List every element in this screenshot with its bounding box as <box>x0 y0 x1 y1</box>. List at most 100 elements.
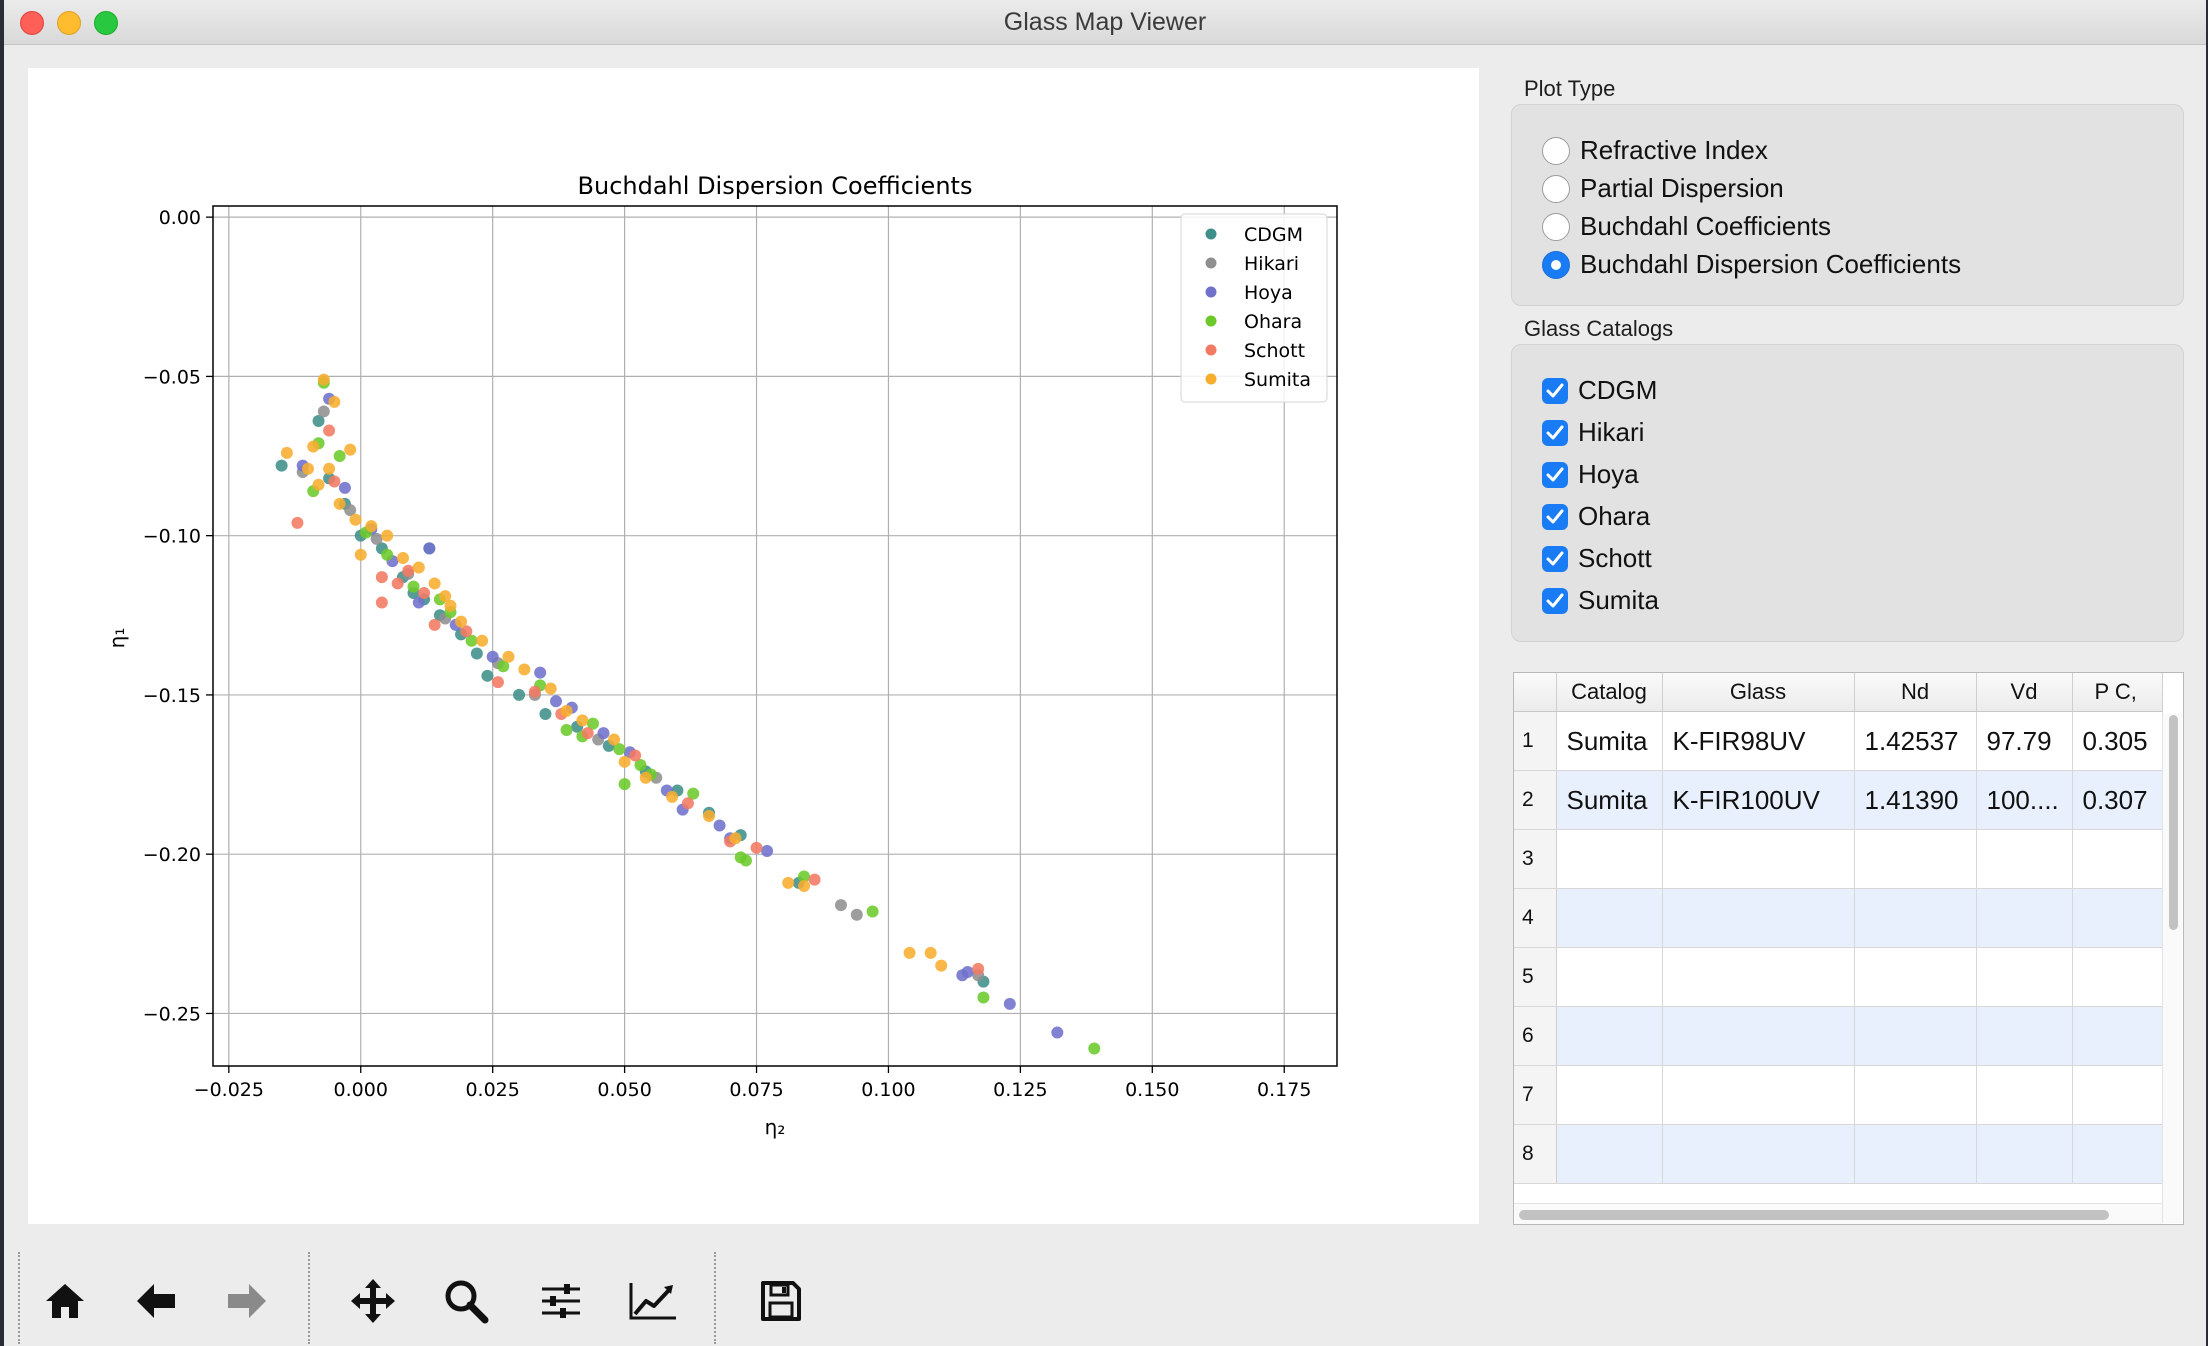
checkbox-schott[interactable]: Schott <box>1542 543 1652 574</box>
configure-subplots-button[interactable] <box>536 1276 586 1326</box>
zoom-button[interactable] <box>441 1276 491 1326</box>
row-number[interactable]: 3 <box>1514 829 1557 889</box>
cell-pc[interactable] <box>2072 1006 2163 1066</box>
column-header-glass[interactable]: Glass <box>1662 673 1855 712</box>
maximize-window-button[interactable] <box>94 11 118 35</box>
home-button[interactable] <box>40 1276 90 1326</box>
cell-glass[interactable] <box>1662 1124 1855 1184</box>
forward-arrow-icon[interactable] <box>226 1281 268 1321</box>
cell-glass[interactable] <box>1662 1065 1855 1125</box>
checkbox-sumita[interactable]: Sumita <box>1542 585 1659 616</box>
column-header-catalog[interactable]: Catalog <box>1556 673 1663 712</box>
column-header-pc[interactable]: P C, <box>2072 673 2163 712</box>
cell-pc[interactable] <box>2072 947 2163 1007</box>
cell-pc[interactable]: 0.305 <box>2072 711 2163 771</box>
table-row[interactable]: 8 <box>1514 1124 2163 1184</box>
cell-catalog[interactable]: Sumita <box>1556 770 1663 830</box>
glass-table[interactable]: Catalog Glass Nd Vd P C, 1 Sumita K-FIR9… <box>1513 672 2184 1225</box>
checkbox-cdgm[interactable]: CDGM <box>1542 375 1657 406</box>
radio-button-selected[interactable] <box>1542 250 1570 279</box>
checkmark-icon[interactable] <box>1542 545 1568 572</box>
radio-buchdahl-coefficients[interactable]: Buchdahl Coefficients <box>1542 211 1831 242</box>
cell-catalog[interactable] <box>1556 1065 1663 1125</box>
corner-header[interactable] <box>1514 673 1557 712</box>
cell-catalog[interactable] <box>1556 1124 1663 1184</box>
checkmark-icon[interactable] <box>1542 377 1568 404</box>
cell-nd[interactable]: 1.41390 <box>1854 770 1977 830</box>
back-arrow-icon[interactable] <box>135 1281 177 1321</box>
cell-catalog[interactable] <box>1556 947 1663 1007</box>
cell-glass[interactable] <box>1662 1006 1855 1066</box>
save-icon[interactable] <box>760 1280 802 1322</box>
table-row[interactable]: 3 <box>1514 829 2163 889</box>
radio-refractive-index[interactable]: Refractive Index <box>1542 135 1768 166</box>
cell-vd[interactable] <box>1976 1124 2073 1184</box>
column-header-vd[interactable]: Vd <box>1976 673 2073 712</box>
checkmark-icon[interactable] <box>1542 503 1568 530</box>
pan-icon[interactable] <box>349 1277 397 1325</box>
back-button[interactable] <box>131 1276 181 1326</box>
minimize-window-button[interactable] <box>57 11 81 35</box>
save-button[interactable] <box>756 1276 806 1326</box>
cell-glass[interactable] <box>1662 888 1855 948</box>
horizontal-scrollbar[interactable] <box>1514 1203 2162 1224</box>
cell-pc[interactable] <box>2072 1065 2163 1125</box>
radio-button[interactable] <box>1542 212 1570 241</box>
cell-nd[interactable] <box>1854 888 1977 948</box>
vertical-scroll-thumb[interactable] <box>2169 715 2178 930</box>
cell-catalog[interactable] <box>1556 888 1663 948</box>
cell-catalog[interactable]: Sumita <box>1556 711 1663 771</box>
cell-catalog[interactable] <box>1556 1006 1663 1066</box>
configure-subplots-icon[interactable] <box>540 1281 582 1321</box>
table-row[interactable]: 6 <box>1514 1006 2163 1066</box>
cell-pc[interactable] <box>2072 1124 2163 1184</box>
pan-button[interactable] <box>348 1276 398 1326</box>
cell-glass[interactable]: K-FIR98UV <box>1662 711 1855 771</box>
row-number[interactable]: 4 <box>1514 888 1557 948</box>
cell-vd[interactable] <box>1976 947 2073 1007</box>
cell-glass[interactable] <box>1662 829 1855 889</box>
cell-pc[interactable]: 0.307 <box>2072 770 2163 830</box>
cell-vd[interactable]: 97.79 <box>1976 711 2073 771</box>
zoom-icon[interactable] <box>443 1278 489 1324</box>
row-number[interactable]: 7 <box>1514 1065 1557 1125</box>
cell-glass[interactable]: K-FIR100UV <box>1662 770 1855 830</box>
row-number[interactable]: 2 <box>1514 770 1557 830</box>
plot-canvas[interactable]: −0.025 0.000 0.025 0.050 0.075 0.100 0.125 0.15… <box>28 68 1479 1224</box>
checkmark-icon[interactable] <box>1542 461 1568 488</box>
table-row[interactable]: 7 <box>1514 1065 2163 1125</box>
cell-nd[interactable]: 1.42537 <box>1854 711 1977 771</box>
cell-vd[interactable] <box>1976 888 2073 948</box>
radio-buchdahl-dispersion-coefficients[interactable]: Buchdahl Dispersion Coefficients <box>1542 249 1961 280</box>
table-row[interactable]: 1 Sumita K-FIR98UV 1.42537 97.79 0.305 <box>1514 711 2163 771</box>
edit-axis-button[interactable] <box>628 1276 678 1326</box>
close-window-button[interactable] <box>20 11 44 35</box>
checkmark-icon[interactable] <box>1542 587 1568 614</box>
table-row[interactable]: 2 Sumita K-FIR100UV 1.41390 100.... 0.30… <box>1514 770 2163 830</box>
cell-vd[interactable] <box>1976 829 2073 889</box>
home-icon[interactable] <box>43 1281 87 1321</box>
table-row[interactable]: 4 <box>1514 888 2163 948</box>
cell-vd[interactable] <box>1976 1006 2073 1066</box>
checkbox-ohara[interactable]: Ohara <box>1542 501 1650 532</box>
cell-catalog[interactable] <box>1556 829 1663 889</box>
column-header-nd[interactable]: Nd <box>1854 673 1977 712</box>
cell-pc[interactable] <box>2072 829 2163 889</box>
edit-axis-icon[interactable] <box>628 1281 678 1321</box>
cell-pc[interactable] <box>2072 888 2163 948</box>
table-row[interactable]: 5 <box>1514 947 2163 1007</box>
radio-button[interactable] <box>1542 174 1570 203</box>
checkmark-icon[interactable] <box>1542 419 1568 446</box>
cell-nd[interactable] <box>1854 829 1977 889</box>
row-number[interactable]: 8 <box>1514 1124 1557 1184</box>
row-number[interactable]: 1 <box>1514 711 1557 771</box>
cell-nd[interactable] <box>1854 1006 1977 1066</box>
cell-nd[interactable] <box>1854 1124 1977 1184</box>
row-number[interactable]: 5 <box>1514 947 1557 1007</box>
scatter-chart[interactable]: −0.025 0.000 0.025 0.050 0.075 0.100 0.125 0.15… <box>28 68 1479 1224</box>
forward-button[interactable] <box>222 1276 272 1326</box>
row-number[interactable]: 6 <box>1514 1006 1557 1066</box>
cell-nd[interactable] <box>1854 1065 1977 1125</box>
checkbox-hoya[interactable]: Hoya <box>1542 459 1639 490</box>
radio-button[interactable] <box>1542 136 1570 165</box>
